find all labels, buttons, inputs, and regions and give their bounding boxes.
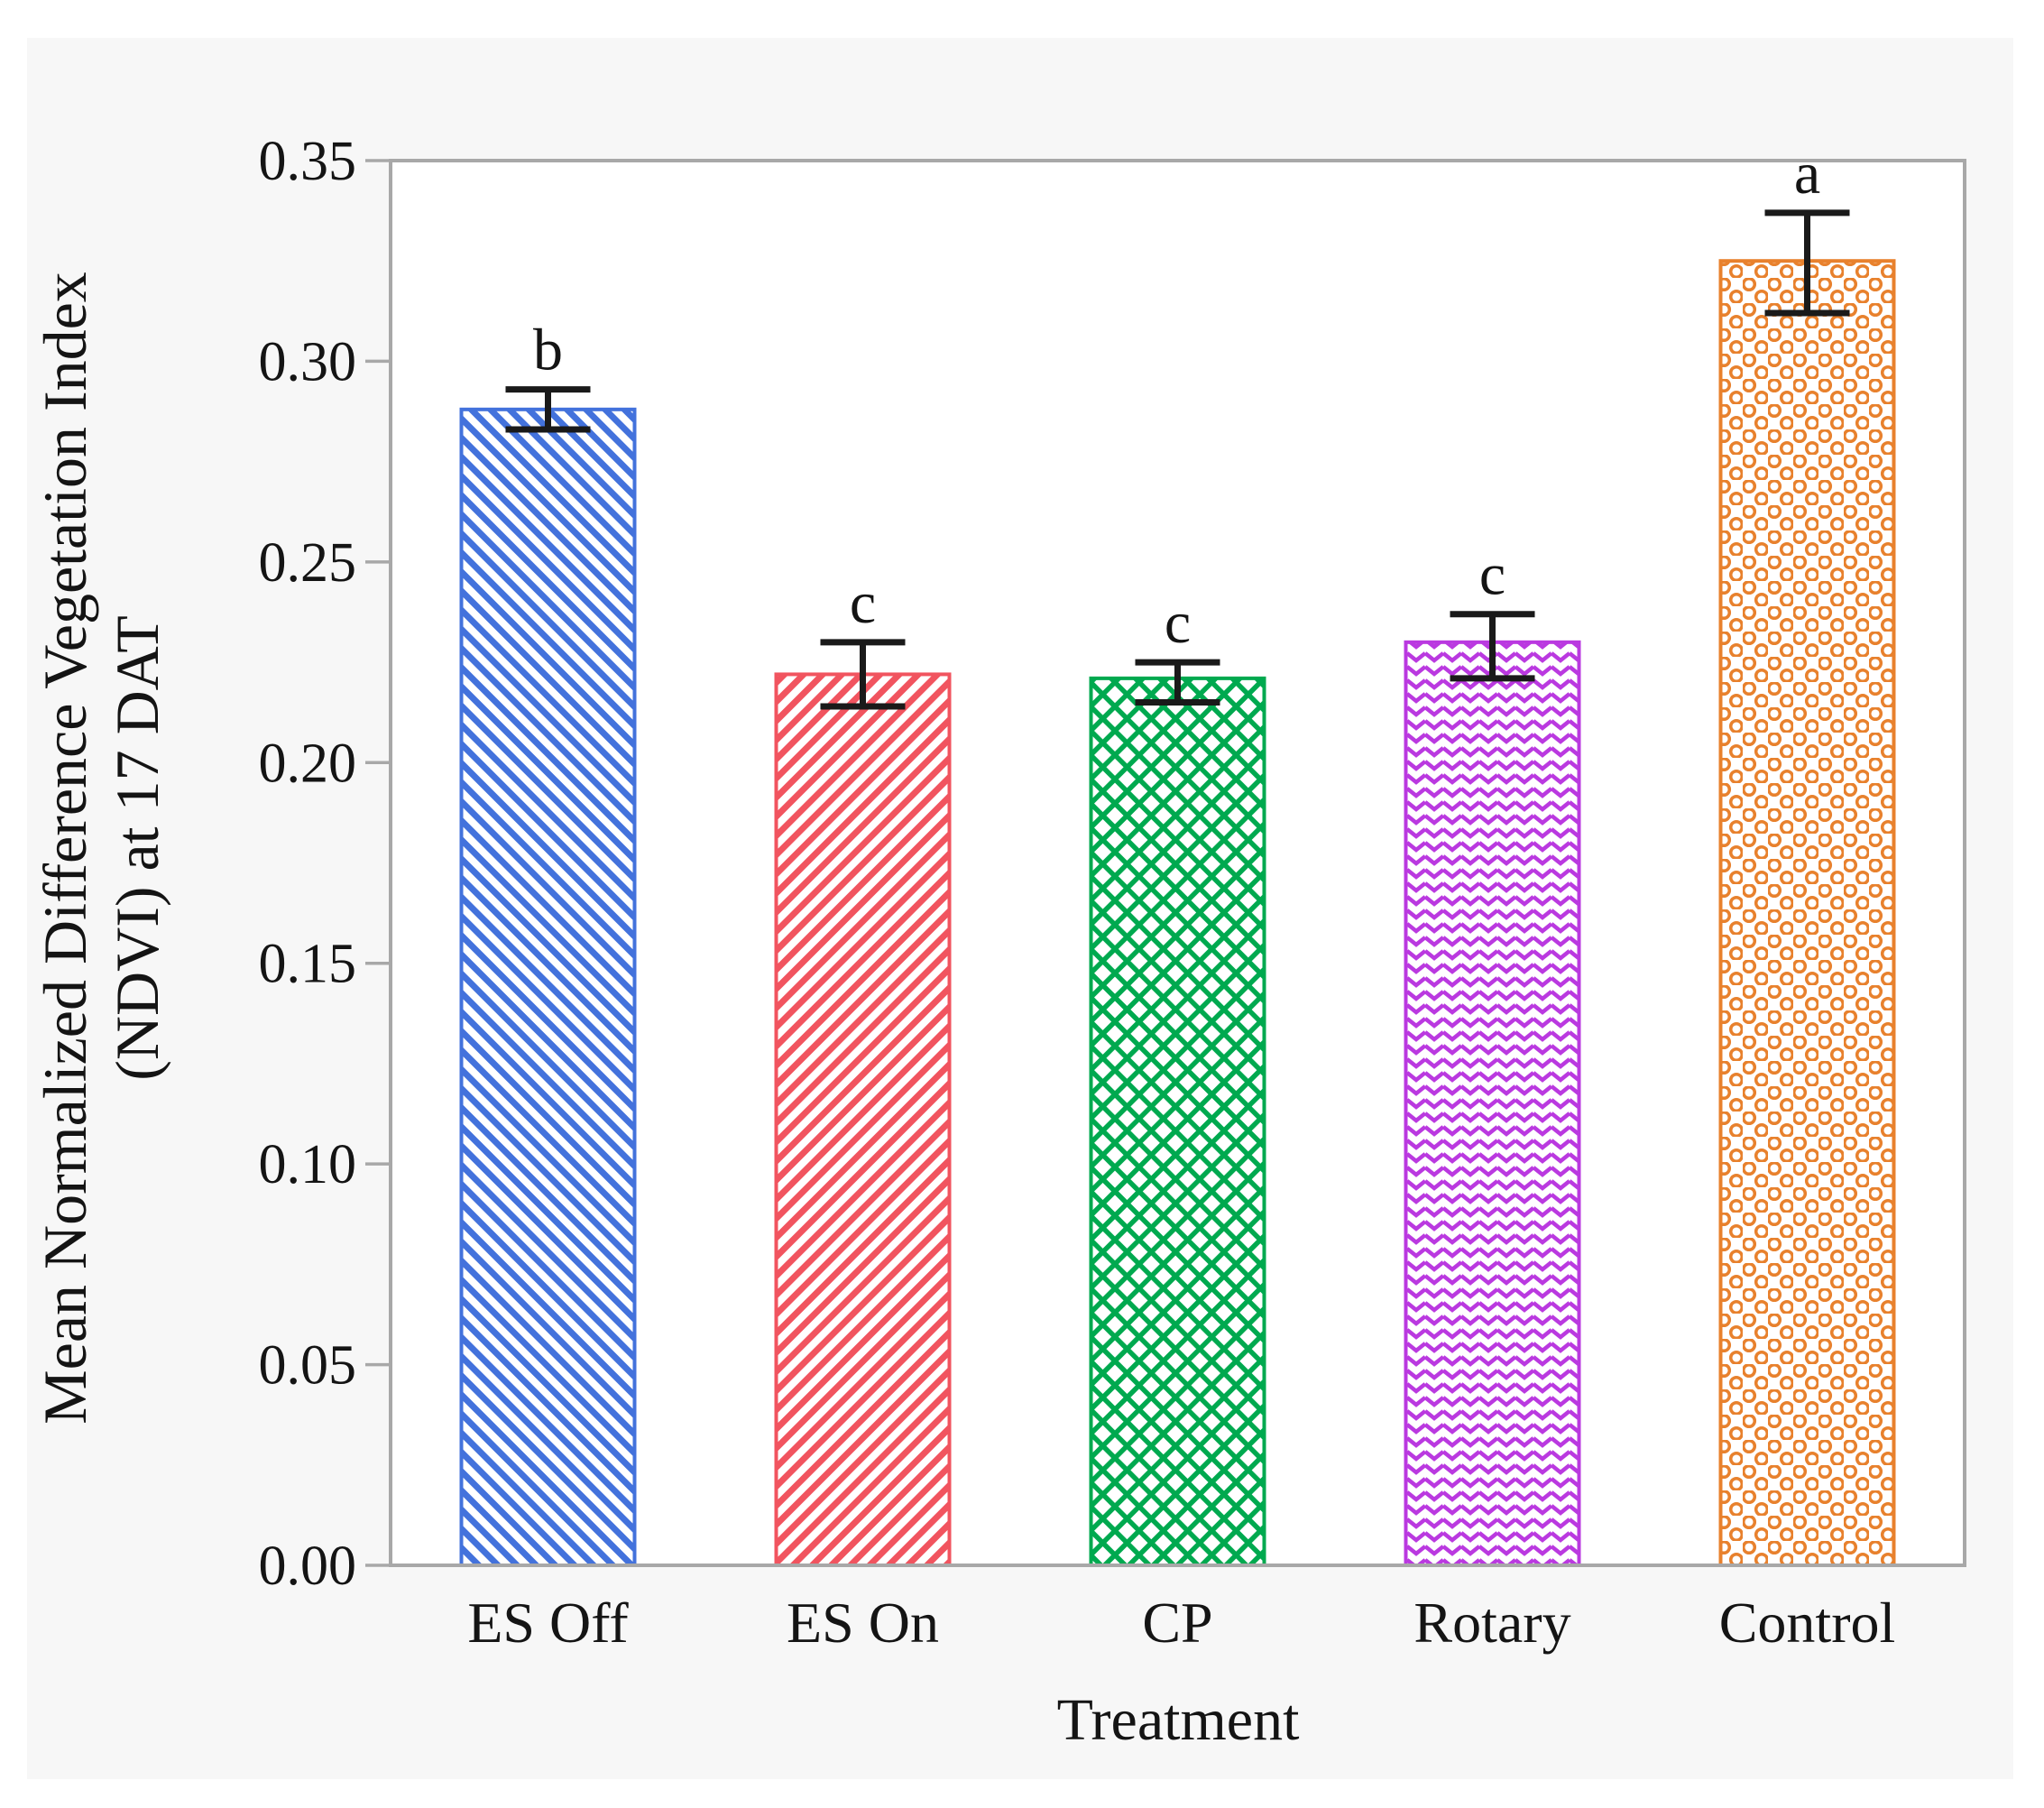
category-label: ES Off	[467, 1591, 629, 1655]
y-tick-label: 0.10	[259, 1134, 357, 1195]
category-label: Rotary	[1413, 1591, 1570, 1655]
plot-frame	[389, 159, 1966, 1567]
x-axis-title: Treatment	[1057, 1687, 1300, 1753]
category-label: ES On	[787, 1591, 939, 1655]
y-tick-label: 0.00	[259, 1536, 357, 1597]
bar-control	[1718, 259, 1896, 1568]
significance-letter: c	[1479, 542, 1505, 608]
y-tick-label: 0.15	[259, 934, 357, 995]
category-label: CP	[1142, 1591, 1212, 1655]
bar-es-on	[774, 672, 952, 1567]
significance-letter: b	[533, 318, 563, 383]
y-tick-label: 0.05	[259, 1335, 357, 1397]
significance-letter: c	[850, 570, 876, 636]
bar-es-off	[459, 407, 637, 1568]
y-tick-label: 0.30	[259, 331, 357, 392]
bar-rotary	[1404, 640, 1581, 1567]
y-axis-title-line2: (NDVI) at 17 DAT	[103, 615, 171, 1081]
y-tick-label: 0.25	[259, 532, 357, 594]
category-label: Control	[1719, 1591, 1896, 1655]
y-tick-label: 0.20	[259, 733, 357, 794]
significance-letter: a	[1794, 141, 1820, 207]
y-axis-title-line1: Mean Normalized Difference Vegetation In…	[31, 272, 99, 1425]
y-tick-label: 0.35	[259, 131, 357, 192]
significance-letter: c	[1165, 590, 1191, 656]
bar-cp	[1089, 676, 1266, 1567]
